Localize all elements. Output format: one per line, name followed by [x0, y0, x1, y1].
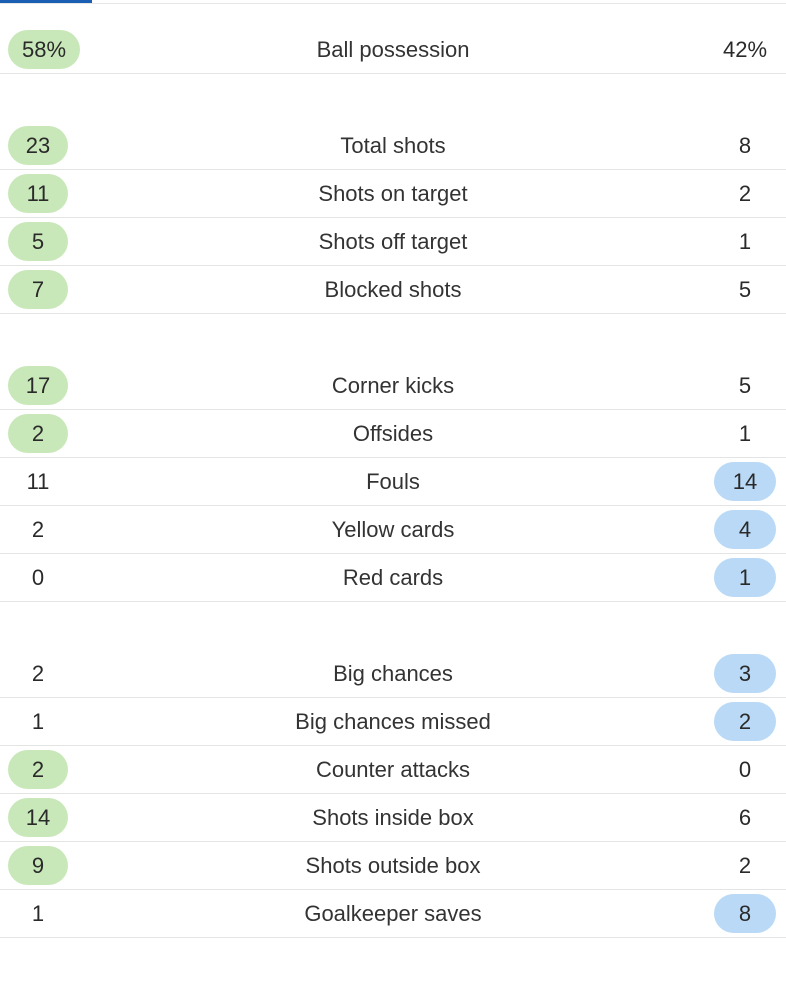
stat-row: 2 Counter attacks 0	[0, 746, 786, 794]
home-value: 11	[26, 469, 50, 494]
home-value: 11	[8, 174, 68, 213]
home-value: 2	[31, 517, 45, 542]
stat-row: 11 Fouls 14	[0, 458, 786, 506]
stat-row: 11 Shots on target 2	[0, 170, 786, 218]
stat-label: Fouls	[366, 469, 420, 494]
away-value: 8	[714, 894, 776, 933]
away-value: 1	[714, 558, 776, 597]
stat-row: 17 Corner kicks 5	[0, 362, 786, 410]
away-value: 3	[714, 654, 776, 693]
stat-label: Yellow cards	[331, 517, 455, 542]
home-value: 1	[31, 901, 45, 926]
stat-label: Offsides	[352, 421, 434, 446]
away-value: 4	[714, 510, 776, 549]
stat-label: Red cards	[342, 565, 444, 590]
stat-row: 2 Yellow cards 4	[0, 506, 786, 554]
away-value: 8	[738, 133, 752, 158]
stat-row: 1 Big chances missed 2	[0, 698, 786, 746]
stat-row: 14 Shots inside box 6	[0, 794, 786, 842]
stat-label: Shots inside box	[312, 805, 474, 830]
stat-row: 2 Big chances 3	[0, 650, 786, 698]
stat-row: 23 Total shots 8	[0, 122, 786, 170]
stat-label: Corner kicks	[331, 373, 455, 398]
home-value: 14	[8, 798, 68, 837]
away-value: 5	[738, 277, 752, 302]
away-value: 14	[714, 462, 776, 501]
stat-group: 58% Ball possession 42%	[0, 26, 786, 74]
away-value: 0	[738, 757, 752, 782]
active-tab-indicator	[0, 0, 92, 3]
stat-group: 2 Big chances 3 1 Big chances missed 2 2 Counte…	[0, 650, 786, 938]
match-statistics: 58% Ball possession 42% 23 Total shots 8 11 Sho…	[0, 26, 786, 986]
home-value: 1	[31, 709, 45, 734]
stat-label: Ball possession	[316, 37, 470, 62]
stat-group: 23 Total shots 8 11 Shots on target 2 5 Shots o…	[0, 122, 786, 314]
stat-row: 2 Offsides 1	[0, 410, 786, 458]
home-value: 5	[8, 222, 68, 261]
away-value: 1	[738, 229, 752, 254]
stat-row: 0 Red cards 1	[0, 554, 786, 602]
stat-row: 9 Shots outside box 2	[0, 842, 786, 890]
home-value: 0	[31, 565, 45, 590]
home-value: 2	[8, 750, 68, 789]
away-value: 1	[738, 421, 752, 446]
away-value: 2	[738, 181, 752, 206]
home-value: 2	[8, 414, 68, 453]
stat-label: Goalkeeper saves	[304, 901, 482, 926]
away-value: 2	[714, 702, 776, 741]
stat-group: 17 Corner kicks 5 2 Offsides 1 11 Fouls 14 2 Yello…	[0, 362, 786, 602]
stat-label: Blocked shots	[324, 277, 462, 302]
stat-row: 1 Goalkeeper saves 8	[0, 890, 786, 938]
tab-divider	[0, 3, 786, 4]
stat-row: 58% Ball possession 42%	[0, 26, 786, 74]
away-value: 5	[738, 373, 752, 398]
stat-label: Counter attacks	[315, 757, 471, 782]
home-value: 2	[31, 661, 45, 686]
stat-label: Shots outside box	[305, 853, 481, 878]
away-value: 6	[738, 805, 752, 830]
away-value: 2	[738, 853, 752, 878]
home-value: 17	[8, 366, 68, 405]
away-value: 42%	[722, 37, 768, 62]
stat-label: Shots off target	[318, 229, 468, 254]
stat-row: 5 Shots off target 1	[0, 218, 786, 266]
home-value: 58%	[8, 30, 81, 69]
stat-label: Shots on target	[318, 181, 468, 206]
stat-label: Big chances missed	[295, 709, 491, 734]
stat-row: 7 Blocked shots 5	[0, 266, 786, 314]
stat-label: Total shots	[340, 133, 446, 158]
home-value: 9	[8, 846, 68, 885]
stat-label: Big chances	[333, 661, 453, 686]
home-value: 7	[8, 270, 68, 309]
home-value: 23	[8, 126, 68, 165]
